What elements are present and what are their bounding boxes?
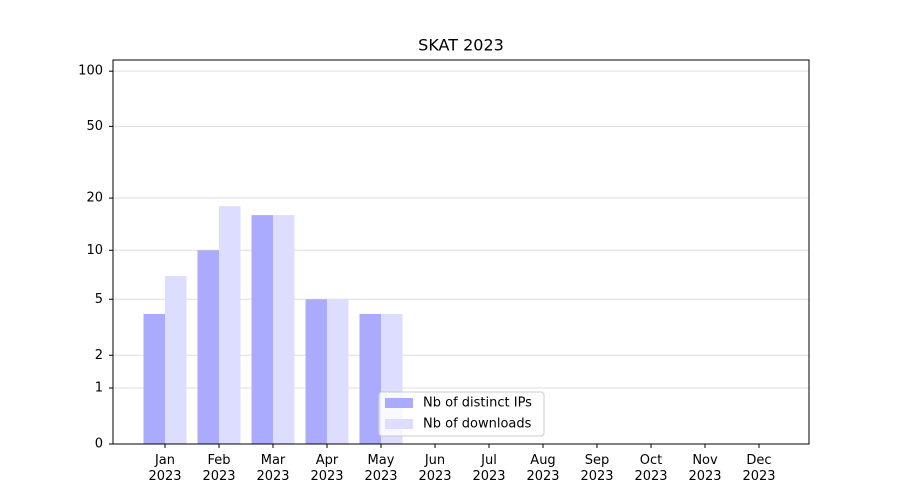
y-tick-label: 1	[95, 381, 103, 396]
legend-label: Nb of distinct IPs	[423, 396, 532, 411]
x-tick-label: Aug 2023	[526, 453, 560, 484]
x-tick-label: Jan 2023	[148, 453, 182, 484]
bar	[219, 206, 241, 444]
bar	[197, 250, 219, 444]
y-tick-label: 100	[78, 64, 103, 79]
y-tick-label: 20	[86, 191, 103, 206]
bar	[327, 299, 349, 444]
bar	[305, 299, 327, 444]
y-tick-label: 0	[95, 437, 103, 452]
x-tick-label: Jun 2023	[418, 453, 452, 484]
legend-box	[378, 391, 545, 437]
plot-frame	[112, 59, 810, 445]
bar	[165, 276, 187, 444]
x-tick-label: Jul 2023	[472, 453, 506, 484]
bar	[251, 215, 273, 444]
legend-swatch	[385, 419, 413, 429]
legend-label: Nb of downloads	[423, 417, 532, 432]
bar	[273, 215, 295, 444]
x-tick-label: Feb 2023	[202, 453, 236, 484]
y-tick-label: 2	[95, 348, 103, 363]
x-tick-label: May 2023	[364, 453, 398, 484]
x-tick-label: Nov 2023	[688, 453, 722, 484]
x-tick-label: Mar 2023	[256, 453, 290, 484]
bar	[359, 313, 381, 444]
y-tick-label: 10	[86, 243, 103, 258]
x-tick-label: Oct 2023	[634, 453, 668, 484]
x-tick-label: Dec 2023	[742, 453, 776, 484]
legend-swatch	[385, 398, 413, 408]
chart-title: SKAT 2023	[418, 36, 504, 55]
bar	[143, 313, 165, 444]
x-tick-label: Sep 2023	[580, 453, 614, 484]
y-tick-label: 50	[86, 119, 103, 134]
x-tick-label: Apr 2023	[310, 453, 344, 484]
y-tick-label: 5	[95, 292, 103, 307]
